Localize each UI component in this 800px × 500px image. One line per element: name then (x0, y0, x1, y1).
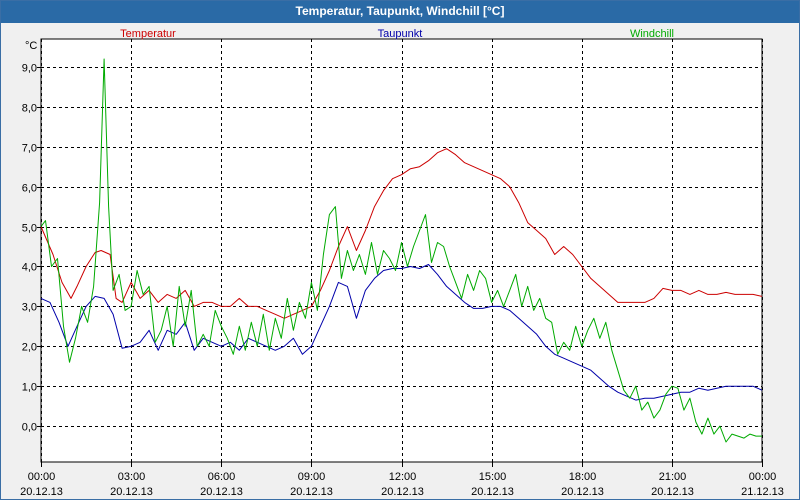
y-tick-label: 9,0 (22, 63, 37, 75)
series-layer (41, 58, 762, 443)
y-tick-label: 4,0 (22, 262, 37, 274)
legend-taupunkt: Taupunkt (378, 28, 423, 40)
x-tick-label-date: 20.12.13 (20, 486, 63, 498)
y-tick-label: 5,0 (22, 223, 37, 235)
x-tick-label-date: 21.12.13 (741, 486, 784, 498)
x-tick-label-time: 06:00 (208, 471, 236, 483)
y-tick-label: 7,0 (22, 143, 37, 155)
legend-windchill: Windchill (630, 28, 674, 40)
x-tick-label-date: 20.12.13 (381, 486, 424, 498)
series-line-temperatur (41, 148, 762, 319)
x-tick-label-date: 20.12.13 (651, 486, 694, 498)
x-tick-label-time: 21:00 (659, 471, 687, 483)
x-tick-label-date: 20.12.13 (471, 486, 514, 498)
series-line-windchill (41, 58, 762, 443)
x-tick-label-time: 00:00 (749, 471, 777, 483)
plot-background (40, 38, 763, 463)
window-title: Temperatur, Taupunkt, Windchill [°C] (1, 1, 799, 23)
grid-layer (40, 38, 763, 463)
y-tick-label: 6,0 (22, 183, 37, 195)
x-tick-label-time: 03:00 (118, 471, 146, 483)
y-unit-label: °C (25, 40, 37, 52)
legend-layer: Temperatur Taupunkt Windchill (120, 28, 674, 40)
x-tick-label-time: 18:00 (569, 471, 597, 483)
x-tick-label-date: 20.12.13 (110, 486, 153, 498)
y-tick-label: 0,0 (22, 422, 37, 434)
y-tick-label: 1,0 (22, 382, 37, 394)
x-tick-label-time: 09:00 (298, 471, 326, 483)
x-tick-label-time: 12:00 (389, 471, 417, 483)
x-tick-label-time: 15:00 (479, 471, 507, 483)
x-tick-label-date: 20.12.13 (200, 486, 243, 498)
y-tick-label: 8,0 (22, 103, 37, 115)
x-tick-label-date: 20.12.13 (561, 486, 604, 498)
y-tick-label: 3,0 (22, 302, 37, 314)
y-tick-label: 2,0 (22, 342, 37, 354)
x-tick-label-date: 20.12.13 (290, 486, 333, 498)
series-line-taupunkt (41, 264, 762, 401)
x-tick-label-time: 00:00 (28, 471, 56, 483)
legend-temperatur: Temperatur (120, 28, 176, 40)
axis-layer: 9,0 8,0 7,0 6,0 5,0 4,0 3,0 2,0 1,0 0,0 00:00 20.12… (20, 40, 784, 498)
chart-area: 9,0 8,0 7,0 6,0 5,0 4,0 3,0 2,0 1,0 0,0 00:00 20.12… (20, 28, 784, 498)
